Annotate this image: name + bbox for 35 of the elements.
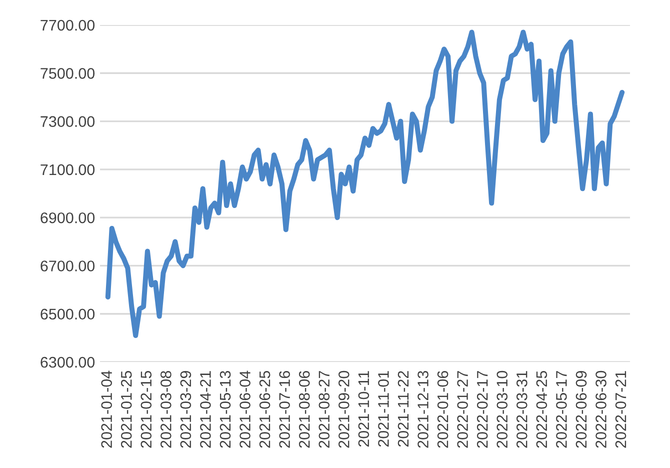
x-tick-label: 2021-06-25 xyxy=(259,370,270,448)
x-tick-label: 2022-03-10 xyxy=(496,370,508,448)
x-tick-label: 2022-05-17 xyxy=(556,371,567,448)
x-tick-label: 2021-11-01 xyxy=(378,371,389,447)
x-tick-label: 2021-10-11 xyxy=(358,371,370,447)
x-tick-label: 2022-01-27 xyxy=(457,371,468,448)
x-tick-label: 2021-11-22 xyxy=(398,371,409,447)
x-tick-label: 2021-03-08 xyxy=(160,370,172,448)
y-tick-label: 6300.00 xyxy=(40,356,95,368)
x-tick-label: 2022-04-25 xyxy=(536,370,548,448)
x-tick-label: 2021-01-04 xyxy=(101,370,112,448)
x-tick-label: 2021-08-27 xyxy=(318,371,330,448)
x-tick-label: 2021-03-29 xyxy=(180,371,192,448)
x-tick-label: 2021-05-13 xyxy=(220,370,231,448)
x-tick-label: 2021-06-04 xyxy=(240,370,250,448)
x-tick-label: 2021-01-25 xyxy=(120,370,132,448)
x-tick-label: 2021-08-06 xyxy=(298,370,310,448)
x-tick-label: 2021-09-20 xyxy=(338,370,350,448)
x-tick-label: 2021-04-21 xyxy=(200,371,211,448)
x-tick-label: 2022-06-30 xyxy=(596,370,606,448)
x-tick-label: 2021-12-13 xyxy=(418,370,428,448)
x-tick-label: 2022-06-09 xyxy=(576,371,587,448)
x-tick-label: 2021-02-15 xyxy=(140,370,152,448)
y-tick-label: 6900.00 xyxy=(40,212,95,224)
y-tick-label: 7700.00 xyxy=(40,20,95,31)
x-tick-label: 2021-07-16 xyxy=(279,370,290,448)
y-tick-label: 7500.00 xyxy=(40,68,95,79)
x-tick-label: 2022-01-06 xyxy=(437,370,448,448)
x-tick-label: 2022-03-31 xyxy=(516,371,528,448)
y-tick-label: 6700.00 xyxy=(40,260,95,272)
y-tick-label: 7300.00 xyxy=(40,116,95,127)
x-tick-label: 2022-02-17 xyxy=(476,371,488,448)
x-tick-label: 2022-07-21 xyxy=(615,371,626,448)
y-tick-label: 6500.00 xyxy=(40,308,95,320)
y-tick-label: 7100.00 xyxy=(40,164,95,176)
